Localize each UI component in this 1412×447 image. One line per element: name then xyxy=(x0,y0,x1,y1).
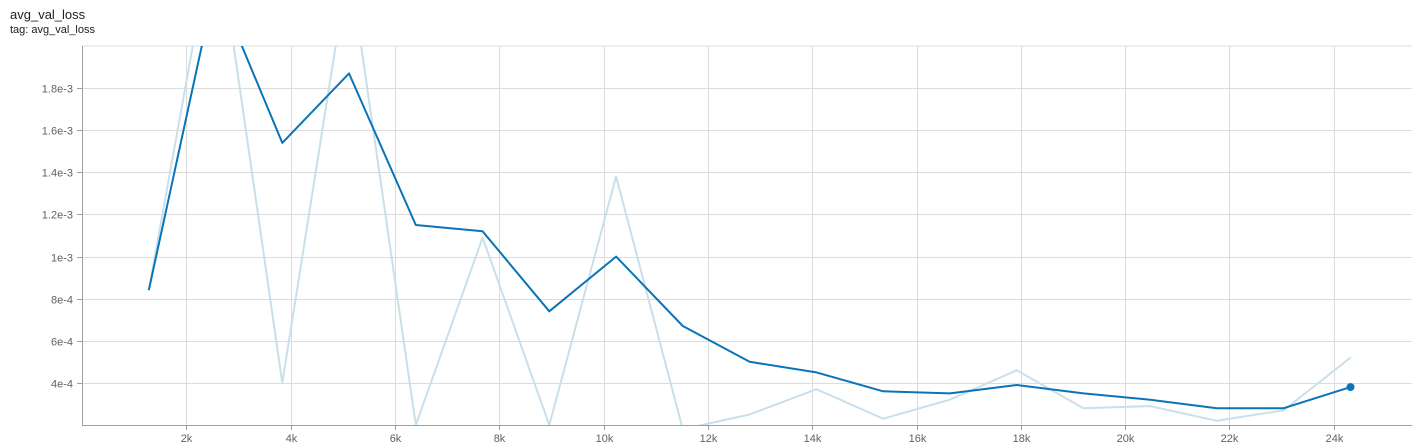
y-tick-label: 1.2e-3 xyxy=(42,210,73,222)
x-tick-label: 14k xyxy=(804,433,822,445)
x-tick-label: 22k xyxy=(1221,433,1239,445)
y-tick-label: 1.4e-3 xyxy=(42,168,73,180)
chart-header: avg_val_loss tag: avg_val_loss xyxy=(10,7,95,37)
chart-subtitle: tag: avg_val_loss xyxy=(10,24,95,36)
smoothed-series-line xyxy=(147,46,1351,410)
y-tick-label: 1.6e-3 xyxy=(42,126,73,138)
markers xyxy=(1346,383,1355,392)
x-tick-label: 2k xyxy=(181,433,193,445)
x-tick-label: 24k xyxy=(1326,433,1344,445)
raw-series-line xyxy=(147,46,1352,425)
gridlines xyxy=(82,45,1412,425)
x-tick-label: 18k xyxy=(1013,433,1031,445)
x-tick-label: 12k xyxy=(700,433,718,445)
chart-title: avg_val_loss xyxy=(10,7,86,22)
axes xyxy=(77,46,1412,430)
y-tick-label: 1.8e-3 xyxy=(42,84,73,96)
series-area xyxy=(147,46,1352,425)
y-tick-label: 4e-4 xyxy=(51,379,73,391)
x-tick-label: 4k xyxy=(286,433,298,445)
y-tick-label: 8e-4 xyxy=(51,295,73,307)
y-tick-label: 6e-4 xyxy=(51,337,73,349)
x-tick-label: 10k xyxy=(596,433,614,445)
x-tick-label: 16k xyxy=(909,433,927,445)
tick-labels: 2k 4k 6k 8k 10k 12k 14k 16k 18k 20k 22k 24k 4e-4 6e-4… xyxy=(42,84,1344,446)
x-tick-label: 8k xyxy=(494,433,506,445)
y-tick-label: 1e-3 xyxy=(51,253,73,265)
x-tick-label: 20k xyxy=(1117,433,1135,445)
last-value-marker xyxy=(1346,383,1355,392)
x-tick-label: 6k xyxy=(390,433,402,445)
